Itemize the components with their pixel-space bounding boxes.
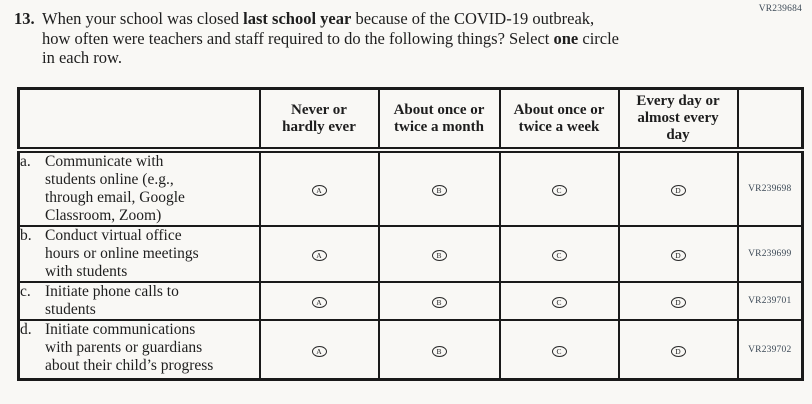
question-segment: because of the COVID-19 outbreak, how of… [42,9,595,48]
option-cell: D [617,225,739,283]
question-text: When your school was closed last school … [42,9,619,68]
option-cell: A [258,281,380,321]
row-text: Initiate phone calls to students [45,283,179,318]
row-letter: b. [20,227,32,244]
row-code: VR239702 [736,319,804,381]
question-number: 13. [14,9,35,28]
row-code: VR239698 [736,149,804,227]
row-stub: b. Conduct virtual office hours or online… [17,225,261,283]
option-cell: D [617,281,739,321]
answer-bubble-c-c[interactable]: C [551,297,567,309]
answer-bubble-a-c[interactable]: C [551,185,567,197]
header-code-cell [736,87,804,153]
row-text: Communicate with students online (e.g., … [45,153,185,224]
bubble-letter: A [316,298,322,307]
answer-bubble-b-c[interactable]: C [551,250,567,262]
form-code-top: VR239684 [758,4,802,14]
header-stub-cell [17,87,261,153]
table-row: b. Conduct virtual office hours or online… [17,225,804,283]
bubble-letter: B [436,298,442,307]
row-stub: c. Initiate phone calls to students [17,281,261,321]
option-cell: D [617,319,739,381]
bubble-letter: A [316,186,322,195]
response-matrix: Never or hardly ever About once or twice… [17,87,804,381]
option-cell: B [377,319,501,381]
answer-bubble-a-b[interactable]: B [431,185,447,197]
option-cell: C [498,149,620,227]
bubble-letter: D [675,251,681,260]
header-never-hardly-ever: Never or hardly ever [258,87,380,153]
table-row: d. Initiate communications with parents o… [17,319,804,381]
option-cell: B [377,281,501,321]
bubble-letter: C [556,298,562,307]
row-letter: a. [20,153,31,170]
bubble-letter: B [436,251,442,260]
question-emphasis: last school year [243,9,352,28]
option-cell: B [377,225,501,283]
header-row: Never or hardly ever About once or twice… [17,87,804,153]
bubble-letter: C [556,251,562,260]
table-row: c. Initiate phone calls to students A B C… [17,281,804,321]
answer-bubble-a-d[interactable]: D [670,185,686,197]
bubble-letter: D [675,346,681,356]
answer-bubble-c-b[interactable]: B [431,297,447,309]
option-cell: C [498,319,620,381]
question-emphasis: one [553,28,579,48]
option-cell: A [258,225,380,283]
option-cell: A [258,149,380,227]
answer-bubble-c-d[interactable]: D [670,297,686,309]
answer-bubble-d-a[interactable]: A [311,345,327,357]
table-row: a. Communicate with students online (e.g.… [17,149,804,227]
header-every-day: Every day or almost every day [617,87,739,153]
bubble-letter: C [556,186,562,195]
header-once-twice-month: About once or twice a month [377,87,501,153]
answer-bubble-b-b[interactable]: B [431,250,447,262]
answer-bubble-a-a[interactable]: A [311,185,327,197]
header-once-twice-week: About once or twice a week [498,87,620,153]
row-text: Initiate communications with parents or … [45,321,214,374]
table-body: a. Communicate with students online (e.g.… [17,149,804,381]
bubble-letter: D [675,298,681,307]
bubble-letter: A [316,346,322,356]
question-segment: When your school was closed [42,9,244,28]
row-text: Conduct virtual office hours or online m… [45,227,199,280]
question-block: 13. When your school was closed last sch… [14,9,754,68]
answer-bubble-d-b[interactable]: B [431,345,447,357]
bubble-letter: B [436,346,442,356]
row-stub: d. Initiate communications with parents o… [17,319,261,381]
row-code: VR239701 [736,281,804,321]
answer-bubble-b-a[interactable]: A [311,250,327,262]
option-cell: A [258,319,380,381]
bubble-letter: B [436,186,442,195]
bubble-letter: A [316,251,322,260]
row-letter: c. [20,283,31,300]
row-letter: d. [20,321,32,338]
answer-bubble-c-a[interactable]: A [311,297,327,309]
answer-bubble-b-d[interactable]: D [670,250,686,262]
bubble-letter: D [675,186,681,195]
answer-bubble-d-d[interactable]: D [670,345,686,357]
option-cell: C [498,281,620,321]
question-segment: circle in each row. [42,28,620,68]
option-cell: D [617,149,739,227]
option-cell: C [498,225,620,283]
row-stub: a. Communicate with students online (e.g.… [17,149,261,227]
bubble-letter: C [556,346,562,356]
row-code: VR239699 [736,225,804,283]
option-cell: B [377,149,501,227]
answer-bubble-d-c[interactable]: C [551,345,567,357]
